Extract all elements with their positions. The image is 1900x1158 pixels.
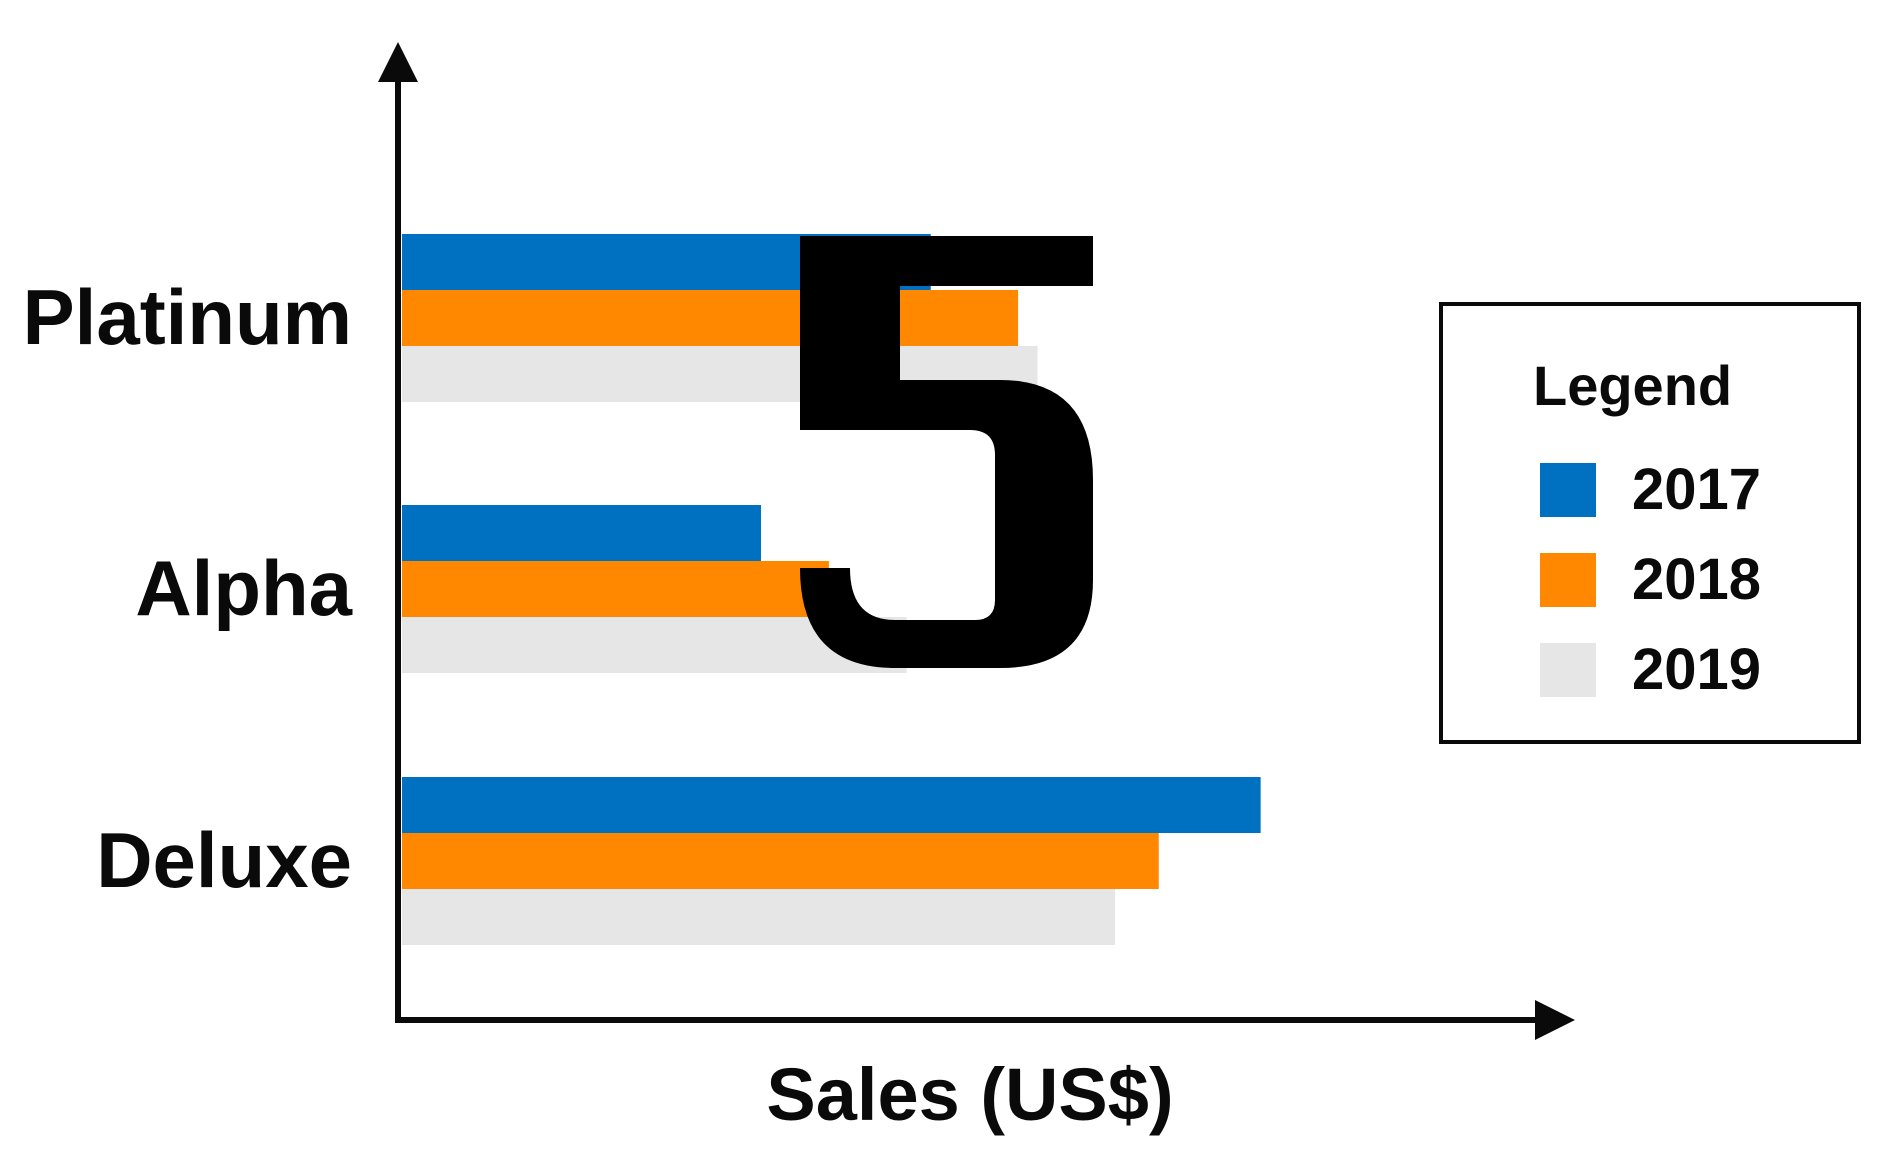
category-label-deluxe: Deluxe (96, 816, 352, 904)
overlay-digit (800, 236, 1093, 668)
legend: Legend 2017 2018 2019 (1439, 302, 1861, 744)
x-axis-arrow (1535, 1000, 1575, 1040)
bars-group (402, 234, 1261, 945)
legend-box (1439, 302, 1861, 744)
legend-label-2017: 2017 (1632, 457, 1761, 522)
x-axis-title: Sales (US$) (766, 1053, 1173, 1136)
bar-alpha-2018 (402, 561, 829, 617)
legend-items: 2017 2018 2019 (1540, 457, 1761, 702)
legend-label-2019: 2019 (1632, 637, 1761, 702)
category-label-platinum: Platinum (23, 273, 352, 361)
legend-label-2018: 2018 (1632, 547, 1761, 612)
y-axis-arrow (378, 42, 418, 82)
bar-platinum-2018 (402, 290, 1019, 346)
bar-deluxe-2018 (402, 833, 1159, 889)
legend-swatch-2017 (1540, 463, 1596, 517)
bar-deluxe-2019 (402, 889, 1116, 945)
category-label-alpha: Alpha (135, 544, 352, 632)
bar-alpha-2017 (402, 505, 761, 561)
overlay-digit-five-shape (800, 236, 1093, 668)
bar-deluxe-2017 (402, 777, 1261, 833)
legend-swatch-2018 (1540, 553, 1596, 607)
category-labels: Platinum Alpha Deluxe (23, 273, 353, 904)
legend-title: Legend (1533, 354, 1732, 417)
legend-swatch-2019 (1540, 643, 1596, 697)
